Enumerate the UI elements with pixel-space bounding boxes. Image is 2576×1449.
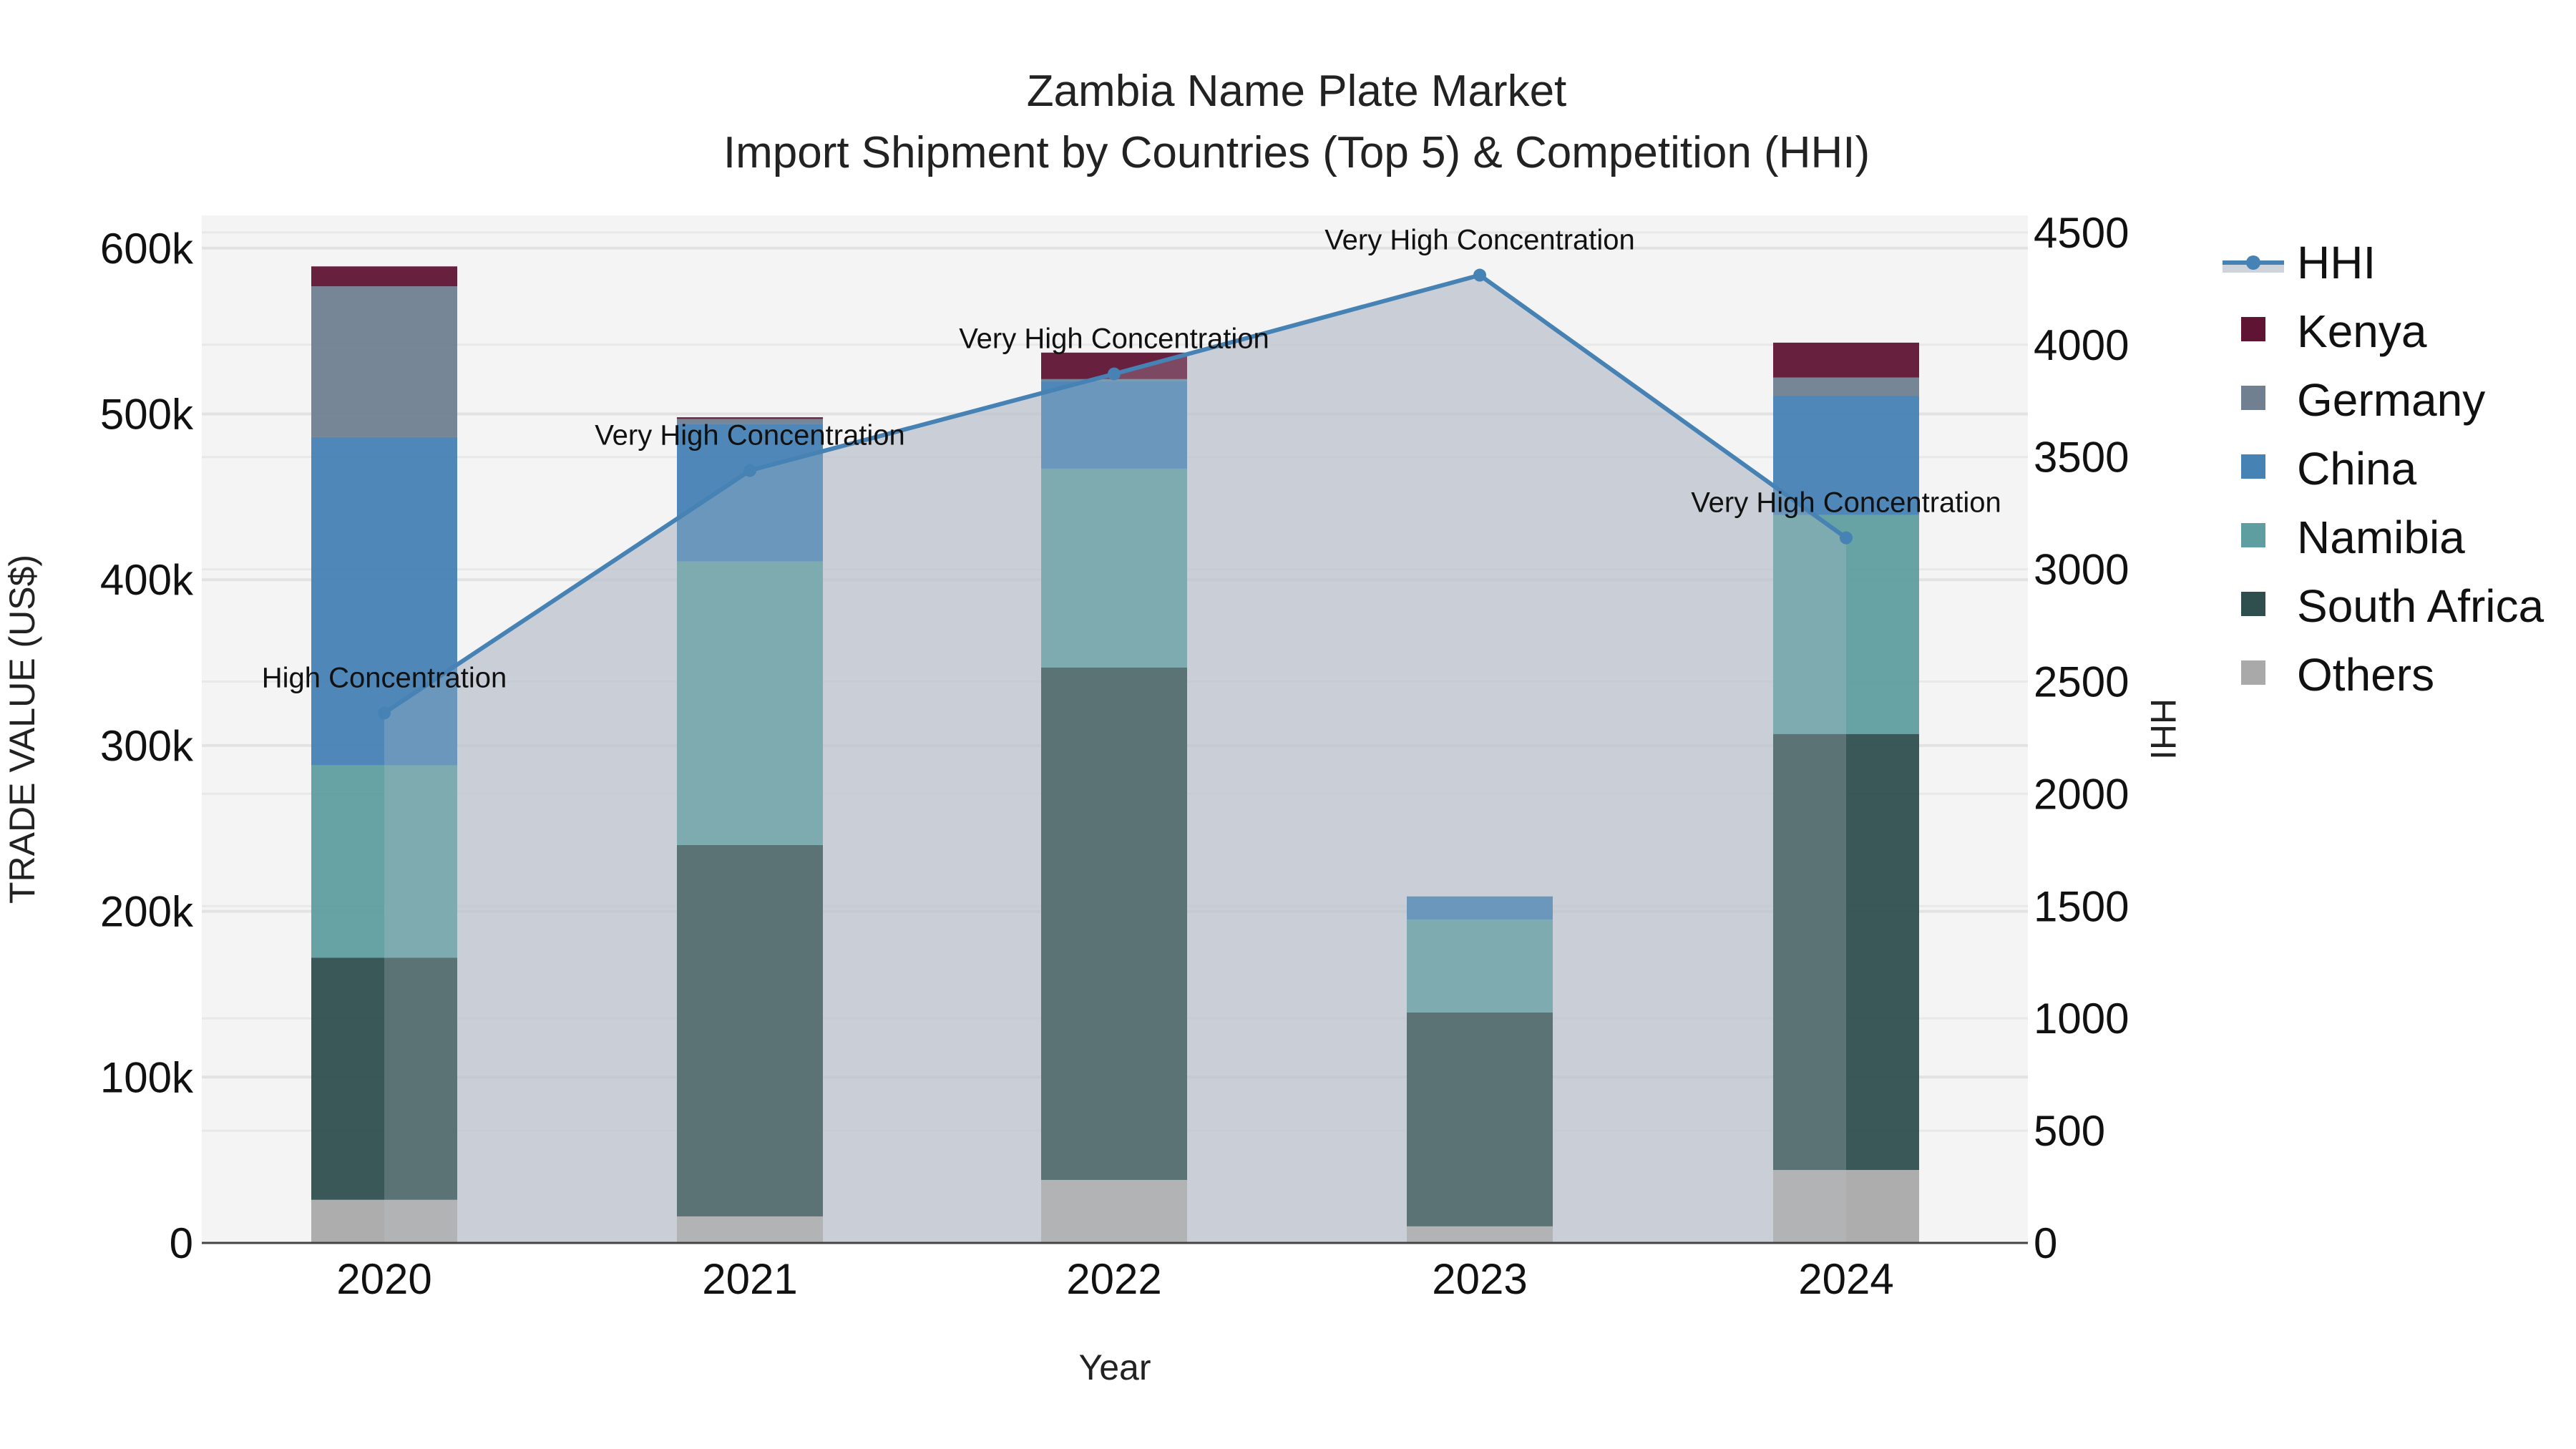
bar-segment-china	[1773, 396, 1919, 515]
legend-item-kenya[interactable]: Kenya	[2241, 306, 2427, 357]
y-left-ticks: 0 100k 200k 300k 400k 500k 600k	[100, 225, 194, 1267]
bar-segment-germany	[1773, 377, 1919, 396]
bar-segment-south-africa	[677, 844, 823, 1216]
x-tick-label: 2022	[1066, 1255, 1161, 1303]
bar-segment-china	[677, 424, 823, 562]
y-left-tick-label: 100k	[100, 1053, 194, 1101]
hhi-annotation: Very High Concentration	[1324, 225, 1635, 256]
y-right-tick-label: 3500	[2034, 434, 2129, 482]
legend-square-icon	[2241, 660, 2265, 685]
bar-segment-others	[311, 1199, 457, 1243]
chart-title-line2: Import Shipment by Countries (Top 5) & C…	[723, 128, 1870, 177]
hhi-overlay-tint	[384, 275, 1846, 1244]
y-left-tick-label: 0	[170, 1219, 193, 1267]
legend-square-icon	[2241, 386, 2265, 410]
hhi-annotation: Very High Concentration	[1691, 487, 2001, 519]
legend-square-icon	[2241, 523, 2265, 547]
hhi-line	[378, 268, 1853, 720]
bar-segment-south-africa	[1773, 733, 1919, 1171]
legend-item-namibia[interactable]: Namibia	[2241, 512, 2465, 563]
hhi-marker	[1840, 531, 1853, 545]
annotations: High Concentration Very High Concentratio…	[262, 225, 2001, 694]
legend-item-germany[interactable]: Germany	[2241, 374, 2485, 426]
bar-segment-china	[1407, 896, 1553, 920]
bar-segment-namibia	[311, 765, 457, 958]
x-tick-label: 2023	[1432, 1255, 1527, 1303]
x-tick-label: 2020	[336, 1255, 431, 1303]
y-right-tick-label: 2000	[2034, 770, 2129, 818]
bar-segment-namibia	[1041, 468, 1187, 668]
y-left-axis-title: TRADE VALUE (US$)	[2, 555, 42, 904]
y-right-tick-label: 3000	[2034, 546, 2129, 594]
bar-segment-south-africa	[311, 957, 457, 1200]
legend-marker-icon	[2246, 255, 2260, 270]
y-left-tick-label: 600k	[100, 225, 194, 273]
x-axis-title: Year	[1078, 1347, 1151, 1387]
hhi-annotation: Very High Concentration	[959, 323, 1269, 355]
legend-label: Namibia	[2297, 512, 2465, 563]
y-right-tick-label: 1500	[2034, 882, 2129, 930]
y-right-axis-title: HHI	[2143, 698, 2183, 760]
y-right-tick-label: 1000	[2034, 995, 2129, 1043]
legend-square-icon	[2241, 592, 2265, 616]
bar-segment-china	[1041, 381, 1187, 469]
y-right-tick-label: 4500	[2034, 209, 2129, 257]
x-tick-label: 2024	[1798, 1255, 1893, 1303]
bar-segment-namibia	[1407, 919, 1553, 1013]
legend-item-china[interactable]: China	[2241, 443, 2417, 494]
y-right-tick-label: 0	[2034, 1219, 2057, 1267]
legend-item-others[interactable]: Others	[2241, 649, 2434, 701]
x-tick-label: 2021	[702, 1255, 797, 1303]
bar-segment-namibia	[677, 561, 823, 845]
y-left-tick-label: 300k	[100, 722, 194, 770]
legend-label: China	[2297, 443, 2417, 494]
legend-label: Germany	[2297, 374, 2485, 426]
legend-item-south-africa[interactable]: South Africa	[2241, 580, 2545, 632]
legend-label: Kenya	[2297, 306, 2427, 357]
legend-label: South Africa	[2297, 580, 2545, 632]
hhi-annotation: Very High Concentration	[595, 420, 905, 452]
bar-segment-others	[1773, 1170, 1919, 1243]
legend-label: HHI	[2297, 237, 2376, 288]
x-ticks: 2020 2021 2022 2023 2024	[336, 1255, 1893, 1303]
bar-segment-germany	[311, 286, 457, 437]
hhi-marker	[1108, 367, 1121, 381]
bar-segment-south-africa	[1407, 1012, 1553, 1226]
bar-segment-germany	[677, 419, 823, 424]
y-left-tick-label: 500k	[100, 391, 194, 439]
hhi-annotation: High Concentration	[262, 662, 507, 693]
bar-segment-others	[677, 1216, 823, 1243]
bar-segment-kenya	[1773, 342, 1919, 378]
y-right-tick-label: 2500	[2034, 658, 2129, 706]
bar-segment-kenya	[311, 266, 457, 287]
bar-segment-namibia	[1773, 514, 1919, 734]
legend-label: Others	[2297, 649, 2434, 701]
legend: HHI Kenya Germany China Namibia South Africa O…	[2223, 237, 2545, 701]
y-right-tick-label: 4000	[2034, 321, 2129, 369]
bar-segment-south-africa	[1041, 668, 1187, 1180]
chart-title-line1: Zambia Name Plate Market	[1027, 67, 1567, 116]
stacked-bars	[311, 266, 1919, 1244]
bar-segment-kenya	[677, 417, 823, 419]
hhi-marker	[1473, 268, 1486, 282]
legend-item-hhi[interactable]: HHI	[2223, 237, 2376, 288]
y-right-tick-label: 500	[2034, 1107, 2105, 1155]
bar-segment-others	[1041, 1179, 1187, 1243]
y-left-tick-label: 200k	[100, 888, 194, 936]
hhi-marker	[378, 706, 391, 720]
legend-square-icon	[2241, 317, 2265, 341]
hhi-marker	[743, 464, 756, 477]
bar-segment-others	[1407, 1226, 1553, 1243]
y-left-tick-label: 400k	[100, 556, 194, 604]
y-right-ticks: 0 500 1000 1500 2000 2500 3000 3500 4000 4500	[2034, 209, 2129, 1267]
legend-square-icon	[2241, 454, 2265, 479]
